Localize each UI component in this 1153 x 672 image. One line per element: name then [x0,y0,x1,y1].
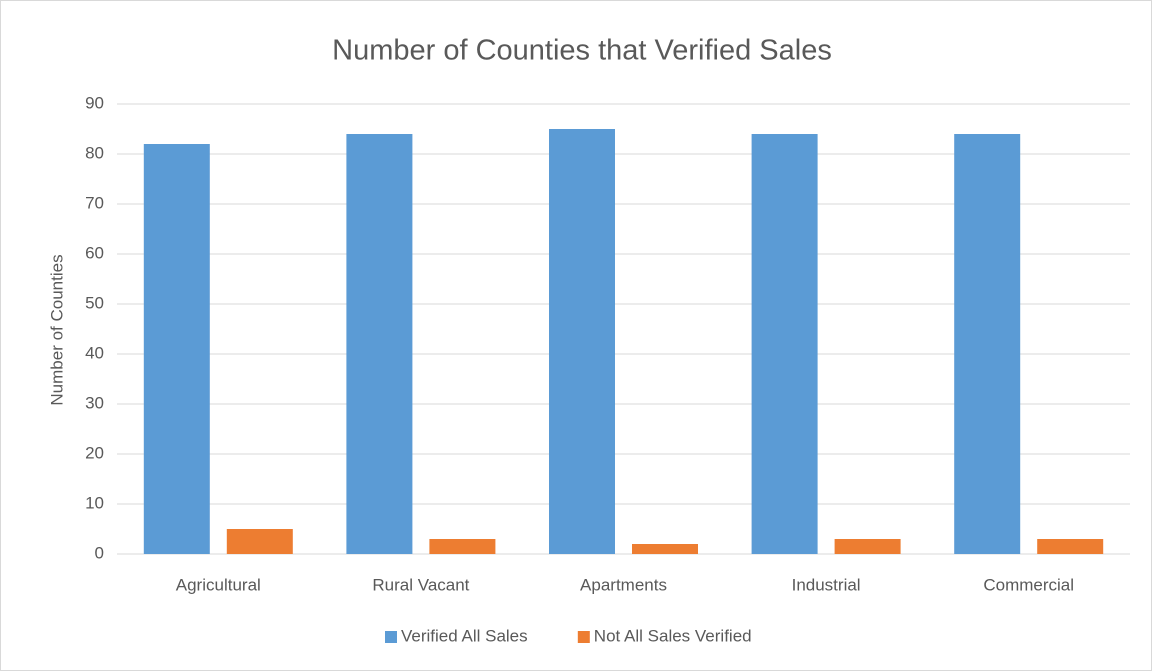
bar [632,544,698,554]
legend-label: Verified All Sales [401,626,528,645]
bar [549,129,615,554]
bar [143,144,210,554]
bar [429,539,496,554]
chart-title: Number of Counties that Verified Sales [332,35,832,67]
bar [834,539,901,554]
bar [751,134,818,554]
x-tick-label: Rural Vacant [372,575,469,594]
x-tick-label: Apartments [580,575,667,594]
y-tick-label: 70 [85,193,104,212]
bar [954,134,1021,554]
y-tick-label: 0 [95,543,104,562]
x-tick-label: Commercial [983,575,1074,594]
y-tick-label: 90 [85,93,104,112]
y-tick-label: 10 [85,493,104,512]
x-tick-label: Industrial [792,575,861,594]
y-tick-label: 50 [85,293,104,312]
y-tick-label: 40 [85,343,104,362]
legend-swatch [385,631,397,643]
x-tick-label: Agricultural [176,575,261,594]
bar [1037,539,1104,554]
y-tick-label: 30 [85,393,104,412]
y-tick-label: 60 [85,243,104,262]
y-tick-label: 20 [85,443,104,462]
bar [346,134,413,554]
legend-label: Not All Sales Verified [594,626,752,645]
bar [226,529,293,554]
y-tick-label: 80 [85,143,104,162]
y-axis-label: Number of Counties [47,254,66,405]
legend-swatch [577,631,590,643]
